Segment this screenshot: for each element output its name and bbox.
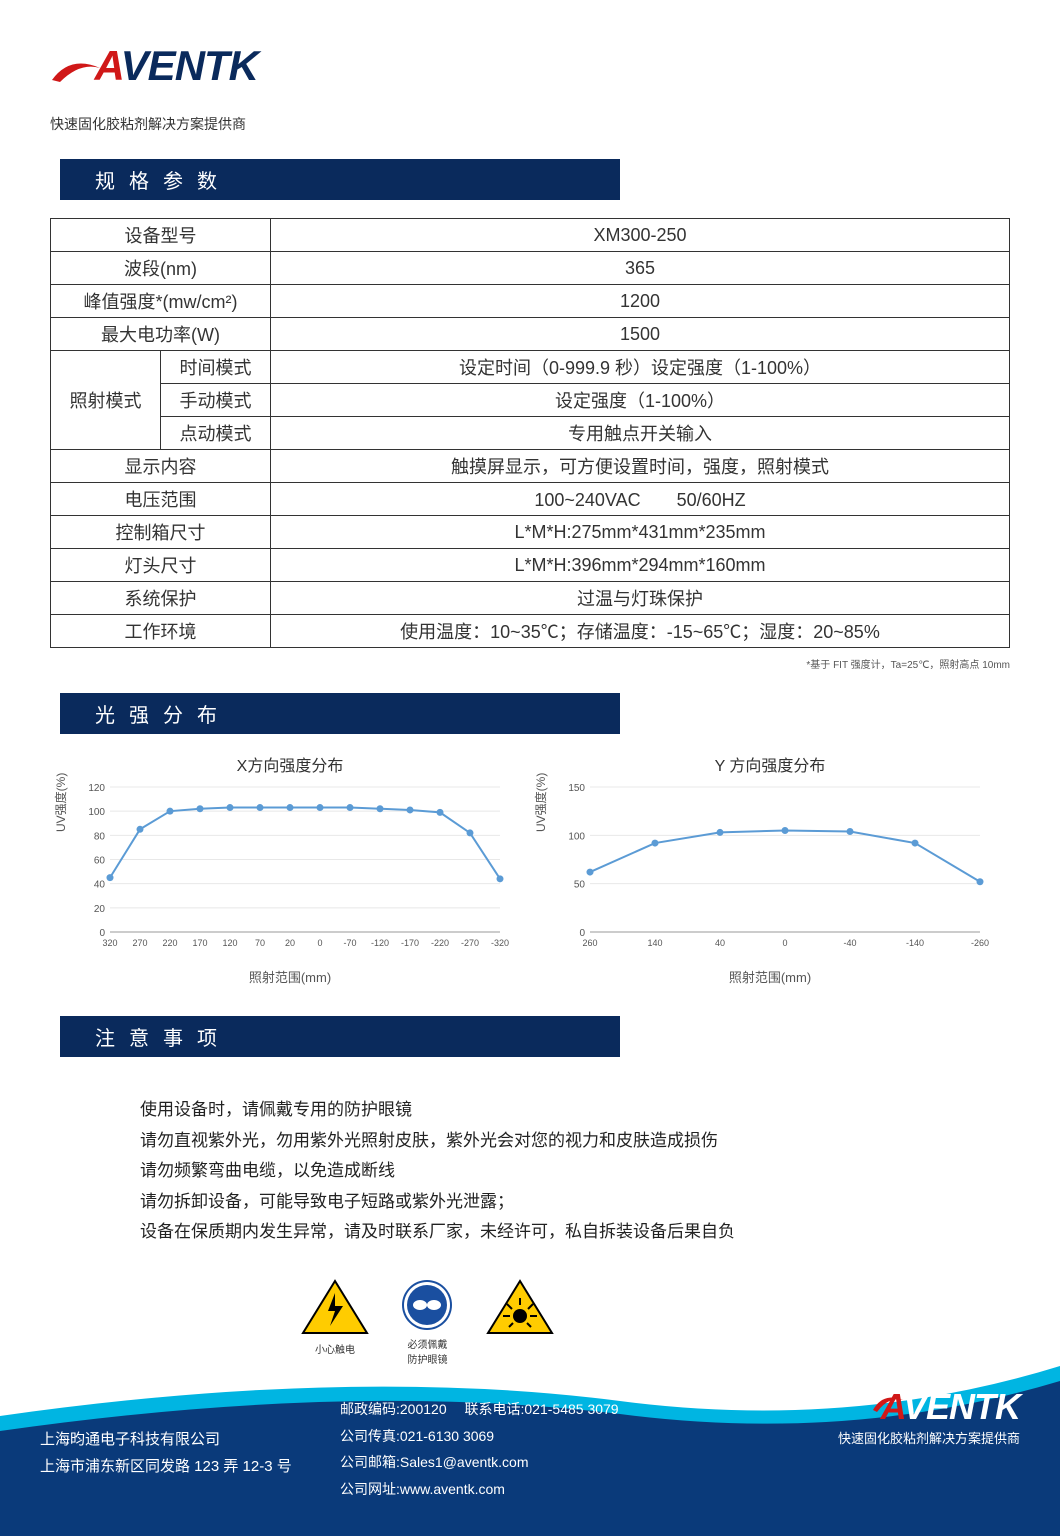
svg-text:-170: -170 (401, 938, 419, 948)
charts-row: UV强度(%) X方向强度分布 0 20 40 60 80 100 120 320 270 220… (50, 752, 1010, 986)
svg-text:60: 60 (94, 856, 106, 867)
table-row: 电压范围100~240VAC 50/60HZ (51, 483, 1010, 516)
footer-logo-rest: VENTK (903, 1386, 1020, 1427)
note-line: 请勿频繁弯曲电缆，以免造成断线 (140, 1156, 1010, 1187)
footer-logo-block: AVENTK 快速固化胶粘剂解决方案提供商 (760, 1386, 1020, 1502)
chart-y-title: Y 方向强度分布 (540, 752, 1000, 776)
table-row: 工作环境使用温度：10~35℃；存储温度：-15~65℃；湿度：20~85% (51, 615, 1010, 648)
svg-text:20: 20 (94, 904, 106, 915)
svg-text:270: 270 (132, 938, 147, 948)
section-header-dist: 光强分布 (60, 693, 620, 734)
table-row: 控制箱尺寸L*M*H:275mm*431mm*235mm (51, 516, 1010, 549)
svg-text:-260: -260 (971, 938, 989, 948)
table-row: 照射模式时间模式设定时间（0-999.9 秒）设定强度（1-100%） (51, 351, 1010, 384)
footer-company: 上海昀通电子科技有限公司 (40, 1426, 340, 1453)
svg-text:170: 170 (192, 938, 207, 948)
svg-text:-270: -270 (461, 938, 479, 948)
table-row: 手动模式设定强度（1-100%） (51, 384, 1010, 417)
note-line: 设备在保质期内发生异常，请及时联系厂家，未经许可，私自拆装设备后果自负 (140, 1217, 1010, 1248)
svg-text:-320: -320 (491, 938, 509, 948)
header-logo: AVENTK (50, 50, 1010, 108)
notes-list: 使用设备时，请佩戴专用的防护眼镜请勿直视紫外光，勿用紫外光照射皮肤，紫外光会对您… (50, 1095, 1010, 1248)
tagline: 快速固化胶粘剂解决方案提供商 (50, 114, 1010, 134)
footer: 上海昀通电子科技有限公司 上海市浦东新区同发路 123 弄 12-3 号 邮政编… (0, 1356, 1060, 1522)
svg-text:-40: -40 (843, 938, 856, 948)
svg-text:50: 50 (574, 880, 586, 891)
note-line: 使用设备时，请佩戴专用的防护眼镜 (140, 1095, 1010, 1126)
svg-text:100: 100 (88, 807, 105, 818)
goggles-warning-icon: 必须佩戴 防护眼镜 (400, 1278, 455, 1366)
svg-text:70: 70 (255, 938, 265, 948)
svg-text:80: 80 (94, 831, 106, 842)
uv-warning-icon (485, 1278, 555, 1366)
svg-text:-70: -70 (343, 938, 356, 948)
svg-text:40: 40 (94, 880, 106, 891)
table-row: 设备型号XM300-250 (51, 219, 1010, 252)
svg-text:-220: -220 (431, 938, 449, 948)
svg-text:-140: -140 (906, 938, 924, 948)
table-footnote: *基于 FIT 强度计，Ta=25℃，照射高点 10mm (50, 656, 1010, 671)
svg-text:260: 260 (582, 938, 597, 948)
svg-text:20: 20 (285, 938, 295, 948)
table-row: 系统保护过温与灯珠保护 (51, 582, 1010, 615)
chart-x-svg: 02040608010012032027022017012070200-70-1… (60, 782, 520, 962)
chart-x-xlabel: 照射范围(mm) (60, 967, 520, 986)
chart-y-ylabel: UV强度(%) (532, 773, 549, 832)
table-row: 最大电功率(W)1500 (51, 318, 1010, 351)
chart-y: UV强度(%) Y 方向强度分布 050100150260140400-40-1… (540, 752, 1000, 986)
chart-x-ylabel: UV强度(%) (52, 773, 69, 832)
note-line: 请勿拆卸设备，可能导致电子短路或紫外光泄露； (140, 1187, 1010, 1218)
note-line: 请勿直视紫外光，勿用紫外光照射皮肤，紫外光会对您的视力和皮肤造成损伤 (140, 1126, 1010, 1157)
table-row: 灯头尺寸L*M*H:396mm*294mm*160mm (51, 549, 1010, 582)
svg-text:320: 320 (102, 938, 117, 948)
footer-address: 上海市浦东新区同发路 123 弄 12-3 号 (40, 1453, 340, 1480)
svg-text:220: 220 (162, 938, 177, 948)
table-row: 波段(nm)365 (51, 252, 1010, 285)
svg-text:100: 100 (568, 831, 585, 842)
svg-text:120: 120 (88, 783, 105, 794)
table-row: 显示内容触摸屏显示，可方便设置时间，强度，照射模式 (51, 450, 1010, 483)
svg-text:-120: -120 (371, 938, 389, 948)
table-row: 点动模式专用触点开关输入 (51, 417, 1010, 450)
warning-icons-row: 小心触电 必须佩戴 防护眼镜 (50, 1278, 1010, 1366)
svg-text:0: 0 (782, 938, 787, 948)
logo-rest: VENTK (121, 42, 258, 89)
section-header-note: 注意事项 (60, 1016, 620, 1057)
svg-text:0: 0 (317, 938, 322, 948)
footer-contact-block: 邮政编码:200120 联系电话:021-5485 3079 公司传真:021-… (340, 1386, 760, 1502)
svg-text:150: 150 (568, 783, 585, 794)
table-row: 峰值强度*(mw/cm²)1200 (51, 285, 1010, 318)
footer-tagline: 快速固化胶粘剂解决方案提供商 (760, 1428, 1020, 1447)
chart-x: UV强度(%) X方向强度分布 020406080100120320270220… (60, 752, 520, 986)
section-header-spec: 规格参数 (60, 159, 620, 200)
shock-warning-icon: 小心触电 (300, 1278, 370, 1366)
svg-text:120: 120 (222, 938, 237, 948)
svg-text:140: 140 (647, 938, 662, 948)
svg-text:40: 40 (715, 938, 725, 948)
chart-y-svg: 050100150260140400-40-140-260 (540, 782, 1000, 962)
footer-company-block: 上海昀通电子科技有限公司 上海市浦东新区同发路 123 弄 12-3 号 (40, 1386, 340, 1502)
logo-letter-a: A (94, 42, 120, 89)
chart-x-title: X方向强度分布 (60, 752, 520, 776)
spec-table: 设备型号XM300-250波段(nm)365峰值强度*(mw/cm²)1200最… (50, 218, 1010, 648)
chart-y-xlabel: 照射范围(mm) (540, 967, 1000, 986)
